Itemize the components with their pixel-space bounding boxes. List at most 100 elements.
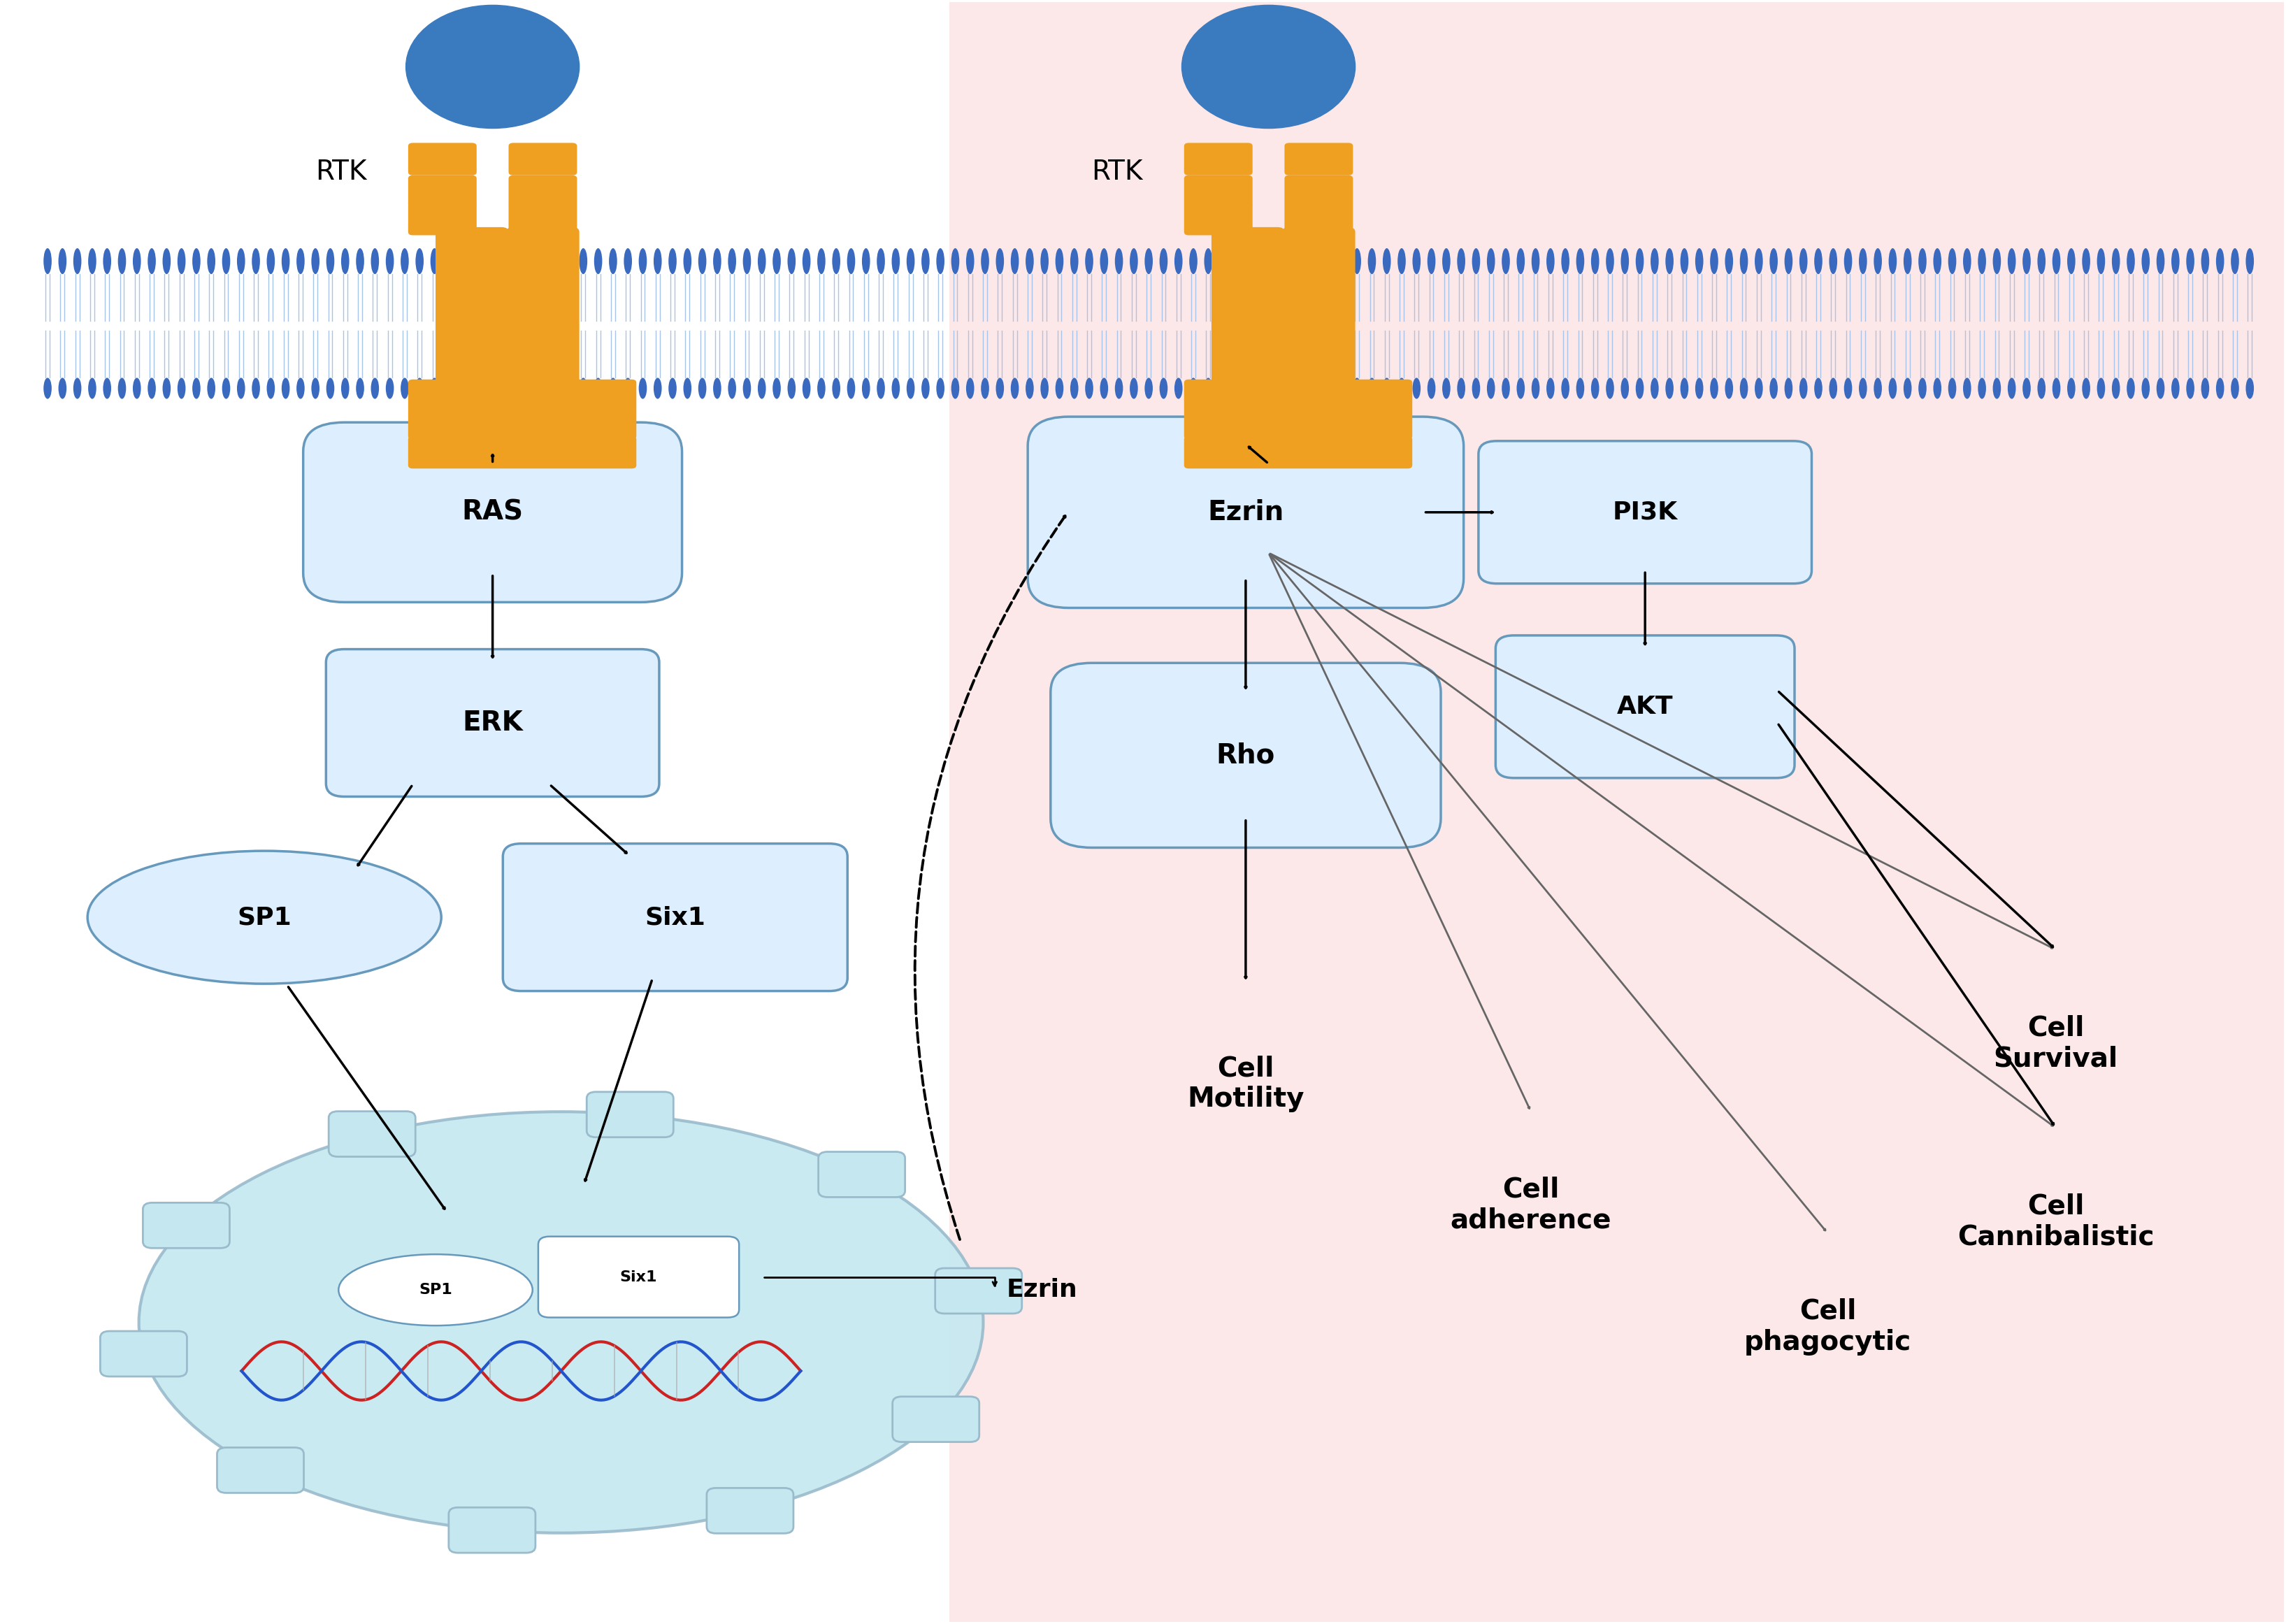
Ellipse shape (1413, 248, 1420, 274)
FancyBboxPatch shape (1282, 227, 1356, 429)
FancyBboxPatch shape (1285, 175, 1353, 208)
Ellipse shape (1740, 378, 1749, 400)
Ellipse shape (697, 248, 706, 274)
Ellipse shape (519, 378, 528, 400)
Ellipse shape (1516, 248, 1525, 274)
Ellipse shape (1264, 378, 1271, 400)
Ellipse shape (489, 248, 498, 274)
FancyBboxPatch shape (1184, 380, 1413, 412)
Ellipse shape (892, 248, 901, 274)
Ellipse shape (1726, 248, 1733, 274)
Ellipse shape (1040, 248, 1049, 274)
Text: AKT: AKT (1616, 695, 1673, 718)
Circle shape (1182, 5, 1356, 128)
Ellipse shape (238, 378, 245, 400)
Ellipse shape (1964, 378, 1971, 400)
Ellipse shape (73, 378, 82, 400)
Ellipse shape (1756, 248, 1763, 274)
Ellipse shape (281, 248, 290, 274)
Ellipse shape (1621, 248, 1630, 274)
Ellipse shape (773, 378, 782, 400)
Ellipse shape (341, 248, 350, 274)
Ellipse shape (1278, 248, 1287, 274)
Text: RTK: RTK (315, 159, 368, 185)
Ellipse shape (1353, 378, 1360, 400)
Ellipse shape (1234, 248, 1241, 274)
Ellipse shape (2096, 248, 2105, 274)
Ellipse shape (1575, 248, 1584, 274)
Ellipse shape (1561, 378, 1570, 400)
Ellipse shape (638, 378, 647, 400)
Ellipse shape (1726, 378, 1733, 400)
Ellipse shape (1904, 248, 1911, 274)
FancyBboxPatch shape (1184, 437, 1413, 469)
Text: Cell
Cannibalistic: Cell Cannibalistic (1957, 1192, 2153, 1250)
FancyBboxPatch shape (935, 1268, 1022, 1314)
Ellipse shape (238, 248, 245, 274)
Ellipse shape (862, 248, 871, 274)
Ellipse shape (386, 378, 393, 400)
Ellipse shape (2083, 248, 2089, 274)
Ellipse shape (2023, 248, 2030, 274)
Ellipse shape (1666, 248, 1673, 274)
Ellipse shape (832, 248, 841, 274)
Ellipse shape (1815, 378, 1822, 400)
Ellipse shape (192, 378, 201, 400)
Ellipse shape (1026, 378, 1033, 400)
Ellipse shape (2112, 248, 2119, 274)
Ellipse shape (1456, 378, 1465, 400)
Ellipse shape (1100, 248, 1109, 274)
Ellipse shape (1218, 378, 1228, 400)
Ellipse shape (1116, 248, 1122, 274)
Ellipse shape (1205, 248, 1212, 274)
Ellipse shape (2037, 378, 2046, 400)
Ellipse shape (757, 378, 766, 400)
Ellipse shape (1159, 378, 1168, 400)
Ellipse shape (1532, 248, 1541, 274)
Ellipse shape (802, 248, 812, 274)
Ellipse shape (43, 248, 53, 274)
Ellipse shape (1875, 248, 1881, 274)
Ellipse shape (133, 378, 142, 400)
Ellipse shape (297, 248, 304, 274)
Ellipse shape (1637, 378, 1644, 400)
Ellipse shape (1502, 248, 1509, 274)
Ellipse shape (549, 248, 558, 274)
Ellipse shape (951, 248, 960, 274)
Ellipse shape (2007, 248, 2016, 274)
FancyBboxPatch shape (409, 143, 475, 175)
Ellipse shape (981, 248, 990, 274)
Ellipse shape (1413, 378, 1420, 400)
Ellipse shape (370, 248, 379, 274)
FancyBboxPatch shape (409, 203, 475, 235)
Ellipse shape (1010, 378, 1020, 400)
Ellipse shape (1129, 248, 1138, 274)
Ellipse shape (1532, 378, 1541, 400)
Ellipse shape (727, 378, 736, 400)
Ellipse shape (818, 378, 825, 400)
Ellipse shape (1561, 248, 1570, 274)
Ellipse shape (1383, 378, 1390, 400)
Text: Rho: Rho (1216, 742, 1276, 768)
Ellipse shape (624, 378, 631, 400)
Ellipse shape (2156, 248, 2165, 274)
Ellipse shape (1516, 378, 1525, 400)
Ellipse shape (430, 248, 439, 274)
Ellipse shape (2185, 248, 2195, 274)
Ellipse shape (743, 248, 752, 274)
Ellipse shape (281, 378, 290, 400)
Ellipse shape (1948, 248, 1957, 274)
FancyBboxPatch shape (818, 1151, 905, 1197)
FancyBboxPatch shape (409, 380, 636, 412)
Ellipse shape (1680, 378, 1689, 400)
Ellipse shape (1189, 248, 1198, 274)
FancyBboxPatch shape (1184, 143, 1253, 175)
Ellipse shape (608, 378, 617, 400)
FancyBboxPatch shape (448, 1507, 535, 1553)
Ellipse shape (1769, 378, 1779, 400)
FancyBboxPatch shape (1212, 227, 1285, 429)
Ellipse shape (222, 378, 231, 400)
FancyBboxPatch shape (1479, 442, 1813, 583)
Ellipse shape (1383, 248, 1390, 274)
Ellipse shape (997, 378, 1004, 400)
